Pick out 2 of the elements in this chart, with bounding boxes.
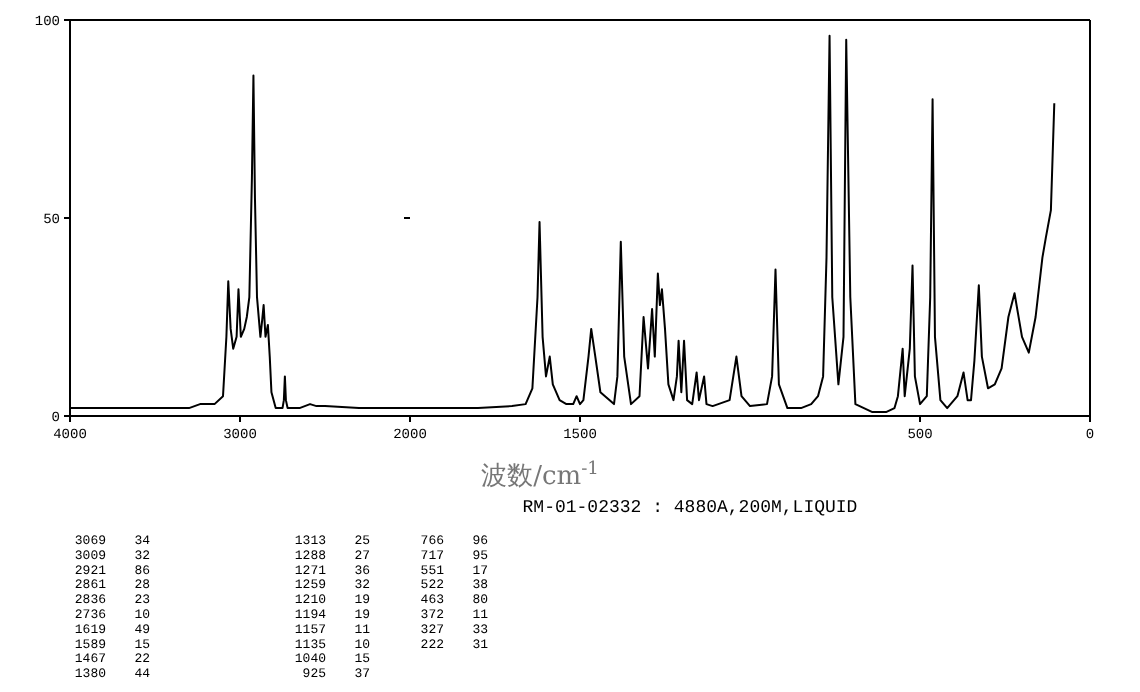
x-axis-title: 波数/cm$^{-1}$ [481,460,599,492]
text: RM-01-02332 : 4880A,200M,LIQUID [522,498,858,518]
